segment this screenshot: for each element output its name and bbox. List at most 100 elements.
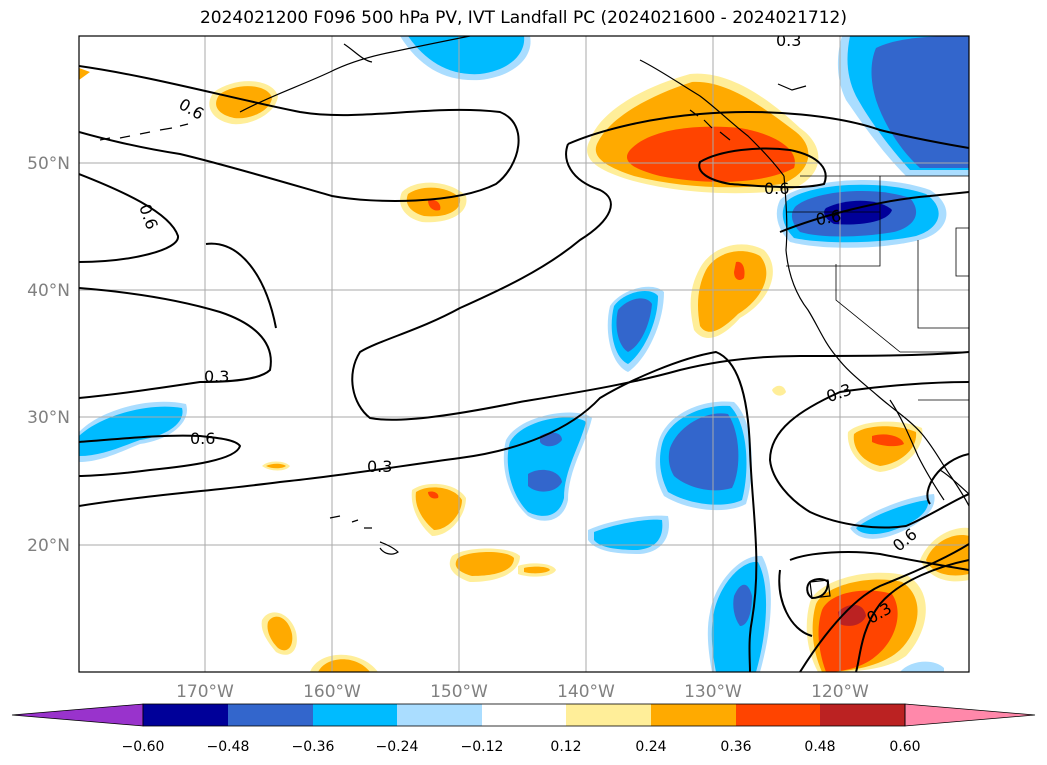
colorbar-segment — [736, 704, 820, 726]
contour-label: 0.3 — [204, 367, 229, 386]
lat-label: 30°N — [27, 408, 70, 428]
positive-blob-small-a-core — [524, 566, 550, 574]
colorbar-segment — [228, 704, 313, 726]
positive-blob-far-west — [79, 68, 90, 80]
coastline-alaska-2 — [343, 43, 373, 63]
lon-label: 150°W — [430, 682, 488, 702]
state-border-or-ca — [786, 176, 881, 267]
state-border-nv — [917, 240, 969, 329]
contour-line-6 — [79, 350, 758, 672]
positive-blob-west-coast-core — [698, 251, 767, 332]
negative-blob-south-b-core — [733, 584, 752, 626]
colorbar-label: −0.60 — [122, 739, 165, 755]
colorbar-label: 0.60 — [889, 739, 920, 755]
positive-blob-south-core — [267, 616, 293, 651]
colorbar-segment — [397, 704, 482, 726]
colorbar-label: −0.12 — [461, 739, 504, 755]
lat-label: 50°N — [27, 154, 70, 174]
colorbar-segment — [820, 704, 905, 726]
negative-blob-pnw-peak — [824, 200, 892, 225]
positive-blob-baja-peak — [872, 434, 904, 447]
contour-line-13 — [926, 453, 969, 505]
coastline-alaska — [239, 36, 471, 113]
contour-line-4 — [205, 242, 277, 329]
negative-blob-south-a-core — [594, 519, 663, 550]
positive-blob-hawaii-north-core — [415, 487, 462, 530]
contour-line-1 — [79, 65, 520, 202]
lon-label: 140°W — [557, 682, 615, 702]
contour-line-16 — [789, 551, 969, 571]
contour-line-17 — [778, 569, 813, 637]
contour-line-7 — [567, 110, 969, 149]
positive-anomaly-fields — [79, 68, 969, 672]
colorbar-segment — [143, 704, 228, 726]
map-frame — [78, 35, 970, 673]
negative-blob-center-core — [616, 298, 652, 352]
colorbar-label: 0.24 — [635, 739, 666, 755]
positive-blob-small-b-core — [266, 463, 286, 469]
contour-line-12 — [768, 381, 969, 529]
positive-blob-bottom-core — [318, 659, 370, 672]
contour-label: 0.3 — [776, 31, 801, 50]
contour-label: 0.3 — [367, 457, 392, 476]
contour-line-18 — [806, 578, 830, 600]
negative-blob-baja-south-core — [856, 500, 929, 535]
negative-blob-canada-core — [871, 36, 969, 168]
colorbar-frame — [142, 703, 906, 727]
coastline-baja — [889, 399, 945, 501]
colorbar-segment — [651, 704, 736, 726]
contour-line-2 — [79, 173, 179, 263]
contour-line-14 — [799, 543, 969, 672]
negative-blob-far-south — [900, 661, 944, 672]
coastline-mexico — [939, 469, 969, 495]
state-border-east — [955, 227, 969, 277]
negative-blob-subtropic-core-b — [528, 469, 562, 492]
state-border-ca-nv — [835, 264, 901, 353]
colorbar: −0.60 −0.48 −0.36 −0.24 −0.12 0.12 0.24 … — [11, 703, 1036, 755]
contour-line-5 — [79, 434, 242, 477]
map-area: 0.6 0.6 0.3 0.6 0.3 0.6 0.3 0.3 0.3 0.6 … — [79, 31, 969, 672]
negative-blob-east-core — [668, 413, 739, 491]
positive-blob-baja-core — [853, 426, 917, 466]
colorbar-label: −0.48 — [207, 739, 250, 755]
hudson-area — [777, 83, 807, 91]
pv-contours — [79, 65, 969, 672]
lon-label: 160°W — [303, 682, 361, 702]
colorbar-segment — [313, 704, 397, 726]
latitude-labels: 50°N 40°N 30°N 20°N — [27, 154, 70, 556]
contour-line-8 — [351, 143, 801, 421]
contour-line-10 — [779, 191, 969, 233]
contour-line-9 — [698, 147, 827, 189]
positive-blob-west-coast-peak — [734, 261, 745, 280]
positive-blob-small-c — [772, 385, 786, 396]
positive-blob-se-high — [818, 590, 898, 672]
lon-label: 120°W — [811, 682, 869, 702]
contour-label: 0.6 — [814, 206, 842, 229]
positive-blob-gulf-core — [216, 86, 272, 119]
negative-blob-alaska-core — [408, 36, 525, 75]
lat-label: 40°N — [27, 281, 70, 301]
colorbar-extend-low — [11, 703, 144, 727]
negative-blob-west-core — [79, 406, 183, 456]
positive-blob-hawaii-north-peak — [428, 491, 439, 499]
hawaiian-islands — [329, 515, 399, 555]
colorbar-segment — [482, 704, 566, 726]
contour-label: 0.6 — [190, 429, 215, 448]
contour-line-3 — [79, 287, 272, 399]
longitude-labels: 170°W 160°W 150°W 140°W 130°W 120°W — [176, 682, 869, 702]
colorbar-extend-high — [904, 703, 1036, 727]
colorbar-label: 0.36 — [720, 739, 751, 755]
lon-label: 170°W — [176, 682, 234, 702]
positive-blob-se-peak — [838, 604, 866, 626]
contour-label: 0.6 — [764, 179, 789, 198]
lat-label: 20°N — [27, 536, 70, 556]
positive-blob-hawaii-south-core — [455, 552, 514, 576]
colorbar-label: −0.24 — [376, 739, 419, 755]
colorbar-label: 0.12 — [550, 739, 581, 755]
small-island — [809, 579, 831, 599]
lon-label: 130°W — [684, 682, 742, 702]
contour-line-11 — [799, 351, 969, 357]
map-title: 2024021200 F096 500 hPa PV, IVT Landfall… — [199, 8, 847, 28]
coastline-west-us — [783, 175, 969, 507]
